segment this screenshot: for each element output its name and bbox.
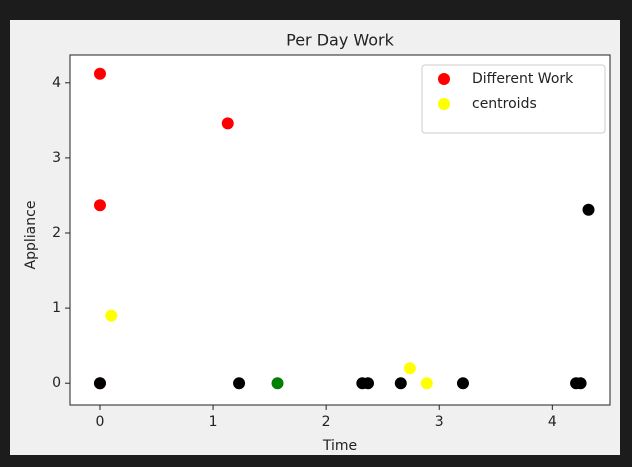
- legend-marker: [438, 98, 450, 110]
- point: [456, 377, 469, 390]
- x-tick-label: 0: [96, 414, 105, 430]
- point: [93, 199, 106, 212]
- y-tick-label: 4: [52, 75, 61, 91]
- x-tick-label: 2: [322, 414, 331, 430]
- x-tick-label: 3: [435, 414, 444, 430]
- y-tick-label: 0: [52, 375, 61, 391]
- chart-title: Per Day Work: [286, 31, 395, 50]
- x-tick-label: 1: [209, 414, 218, 430]
- legend-label: Different Work: [472, 71, 574, 87]
- x-axis-label: Time: [322, 438, 357, 454]
- legend-label: centroids: [472, 96, 537, 112]
- y-tick-label: 2: [52, 225, 61, 241]
- point: [403, 362, 416, 375]
- point: [221, 117, 234, 130]
- x-tick-label: 4: [548, 414, 557, 430]
- point: [105, 309, 118, 322]
- point: [93, 377, 106, 390]
- legend-box: [421, 64, 606, 134]
- point: [361, 377, 374, 390]
- point: [233, 377, 246, 390]
- legend-marker: [438, 73, 450, 85]
- point: [582, 203, 595, 216]
- y-tick-label: 1: [52, 300, 61, 316]
- point: [574, 377, 587, 390]
- y-axis-label: Appliance: [23, 201, 39, 270]
- y-tick-label: 3: [52, 150, 61, 166]
- point: [420, 377, 433, 390]
- point: [93, 67, 106, 80]
- point: [394, 377, 407, 390]
- point: [271, 377, 284, 390]
